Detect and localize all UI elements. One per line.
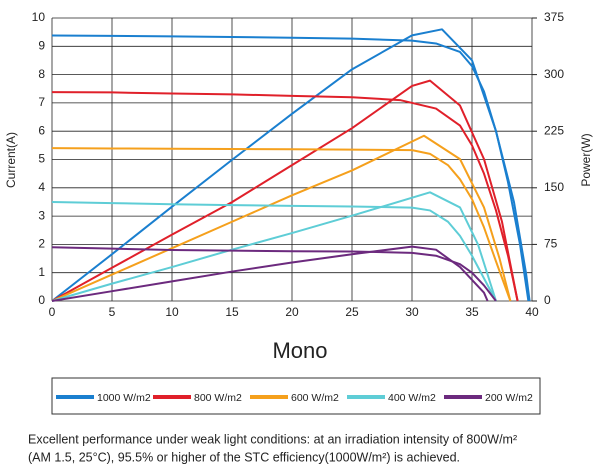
legend-label: 600 W/m2	[291, 392, 339, 404]
y2-tick-label: 0	[544, 293, 551, 307]
legend-label: 400 W/m2	[388, 392, 436, 404]
y-tick-label: 6	[38, 123, 45, 137]
note: (AM 1.5, 25°C), 95.5% or higher of the S…	[28, 450, 460, 464]
x-tick-label: 20	[285, 305, 299, 319]
x-tick-label: 40	[525, 305, 539, 319]
data-line	[51, 28, 531, 302]
x-tick-label: 0	[49, 305, 56, 319]
y-tick-label: 10	[32, 10, 46, 24]
x-tick-label: 15	[225, 305, 239, 319]
y-tick-label: 8	[38, 67, 45, 81]
legend-label: 1000 W/m2	[97, 392, 151, 404]
y-tick-label: 4	[38, 180, 45, 194]
y-tick-label: 5	[38, 152, 45, 166]
data-line	[51, 134, 512, 302]
legend-box	[51, 377, 541, 415]
x-tick-label: 25	[345, 305, 359, 319]
y2-tick-label: 225	[544, 123, 564, 137]
y-tick-label: 7	[38, 95, 45, 109]
x-tick-label: 35	[465, 305, 479, 319]
data-line	[51, 191, 497, 302]
y-tick-label: 1	[38, 265, 45, 279]
y2-tick-label: 375	[544, 10, 564, 24]
y-tick-label: 0	[38, 293, 45, 307]
data-line	[51, 79, 519, 302]
y2-tick-label: 300	[544, 67, 564, 81]
y-axis-label: Current(A)	[4, 132, 18, 188]
data-line	[51, 147, 512, 302]
y2-axis-label: Power(W)	[579, 133, 593, 186]
x-tick-label: 10	[165, 305, 179, 319]
y-tick-label: 2	[38, 237, 45, 251]
chart-title: Mono	[272, 338, 327, 363]
data-line	[51, 91, 519, 302]
legend-label: 200 W/m2	[485, 392, 533, 404]
y-tick-label: 3	[38, 208, 45, 222]
x-tick-label: 5	[109, 305, 116, 319]
x-tick-label: 30	[405, 305, 419, 319]
data-line	[51, 200, 497, 302]
note: Excellent performance under weak light c…	[28, 432, 517, 446]
legend-label: 800 W/m2	[194, 392, 242, 404]
y2-tick-label: 150	[544, 180, 564, 194]
data-line	[51, 245, 489, 302]
y-tick-label: 9	[38, 38, 45, 52]
data-line	[51, 246, 497, 302]
y2-tick-label: 75	[544, 237, 558, 251]
